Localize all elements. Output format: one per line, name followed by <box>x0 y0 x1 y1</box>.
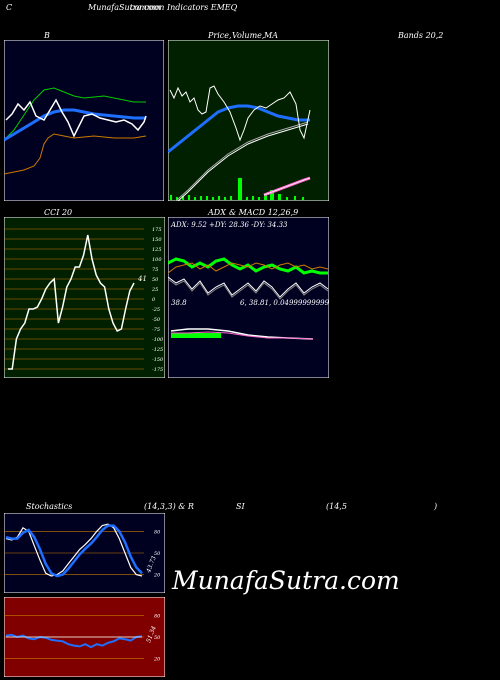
header-left: C <box>6 3 13 12</box>
bollinger-panel <box>4 40 164 201</box>
macd-readout-left: 38.8 <box>171 299 187 307</box>
cci-tick-label: -150 <box>152 357 164 363</box>
cci-tick-label: 175 <box>152 227 162 233</box>
rsi-grid-tick-label: 80 <box>154 613 161 619</box>
price-ma-short <box>168 104 310 154</box>
macd-histogram <box>171 333 221 338</box>
stoch-params: (14,3,3) & R <box>144 502 194 511</box>
cci-tick-label: 0 <box>152 297 156 303</box>
cci-line <box>8 234 135 370</box>
header-title: MunafaSutra.com <box>88 3 161 12</box>
rsi-grid-tick-label: 50 <box>154 635 161 641</box>
bands-label: Bands 20,2 <box>398 31 444 40</box>
volume-label: Volume, <box>232 31 265 40</box>
cci-label: CCI 20 <box>44 208 73 217</box>
bollinger-upper-band <box>4 87 146 141</box>
adx-readout: ADX: 9.52 +DY: 28.36 -DY: 34.33 <box>170 221 288 229</box>
rsi-lines-series-0 <box>5 633 143 649</box>
price-panel <box>168 40 329 201</box>
macd-readout-right: 6, 38.81, 0.049999999999997 <box>240 299 329 307</box>
watermark: MunafaSutra.com <box>172 566 400 595</box>
header-subtitle: common Indicators EMEQ <box>130 3 238 12</box>
cci-tick-labels: 175 150 125 100 75 50 25 0 -25 -50 -75 -100 -125 -150… <box>151 227 164 373</box>
adx-macd-panel: ADX: 9.52 +DY: 28.36 -DY: 34.33 38.8 6, … <box>168 217 329 378</box>
bollinger-chart <box>4 40 164 201</box>
ma-label: MA <box>264 31 278 40</box>
rsi-params-close: ) <box>434 502 438 511</box>
cci-tick-label: -25 <box>152 307 160 313</box>
bollinger-label: B <box>44 31 50 40</box>
cci-panel: 175 150 125 100 75 50 25 0 -25 -50 -75 -100 -125 -150… <box>4 217 165 378</box>
rsi-lines <box>5 633 143 649</box>
stoch-grid-tick-label: 50 <box>154 551 161 557</box>
price-chart <box>168 40 329 201</box>
cci-tick-label: -75 <box>152 327 160 333</box>
stoch-label: Stochastics <box>26 502 73 511</box>
macd-signal <box>171 331 314 340</box>
rsi-grid-tick-label: 20 <box>153 657 161 663</box>
cci-grid <box>4 228 144 370</box>
price-ma-long <box>175 121 309 201</box>
cci-tick-label: 100 <box>152 257 162 263</box>
adx-line <box>168 276 329 298</box>
cci-value-label: 41 <box>137 275 147 283</box>
stoch-panel: 80 50 20 43.73 <box>4 513 165 593</box>
bollinger-price-line <box>5 98 147 138</box>
cci-tick-label: -125 <box>152 347 163 353</box>
bollinger-middle-band <box>4 108 146 142</box>
price-ma-long-2 <box>177 123 309 201</box>
adx-label: ADX <box>208 208 226 217</box>
rsi-params: (14,5 <box>326 502 347 511</box>
cci-chart: 175 150 125 100 75 50 25 0 -25 -50 -75 -100 -125 -150… <box>4 217 165 378</box>
price-label: Price, <box>208 31 232 40</box>
macd-label: & MACD 12,26,9 <box>229 208 299 217</box>
adx-minus-di <box>168 262 329 274</box>
price-close-line <box>169 85 311 142</box>
adx-plus-di <box>168 257 328 275</box>
adx-line-shadow <box>168 278 329 300</box>
stoch-lines-series-1 <box>5 524 143 578</box>
cci-tick-label: 25 <box>151 287 158 293</box>
cci-tick-label: -50 <box>152 317 161 323</box>
cci-tick-label: 50 <box>152 277 159 283</box>
stoch-lines <box>5 523 143 578</box>
cci-tick-label: 150 <box>152 237 162 243</box>
rsi-label: SI <box>236 502 245 511</box>
adx-macd-chart: ADX: 9.52 +DY: 28.36 -DY: 34.33 38.8 6, … <box>168 217 329 378</box>
volume-ma-line-inner <box>263 177 311 196</box>
stoch-grid-tick-label: 80 <box>154 529 161 535</box>
cci-tick-label: -175 <box>152 367 163 373</box>
rsi-panel: 80 50 20 51.34 <box>4 597 165 677</box>
volume-bars <box>170 178 304 200</box>
cci-tick-label: 125 <box>152 247 162 253</box>
cci-tick-label: 75 <box>152 267 158 273</box>
stoch-grid-tick-label: 20 <box>153 573 161 579</box>
bollinger-lower-band <box>4 133 147 175</box>
cci-tick-label: -100 <box>152 337 164 343</box>
